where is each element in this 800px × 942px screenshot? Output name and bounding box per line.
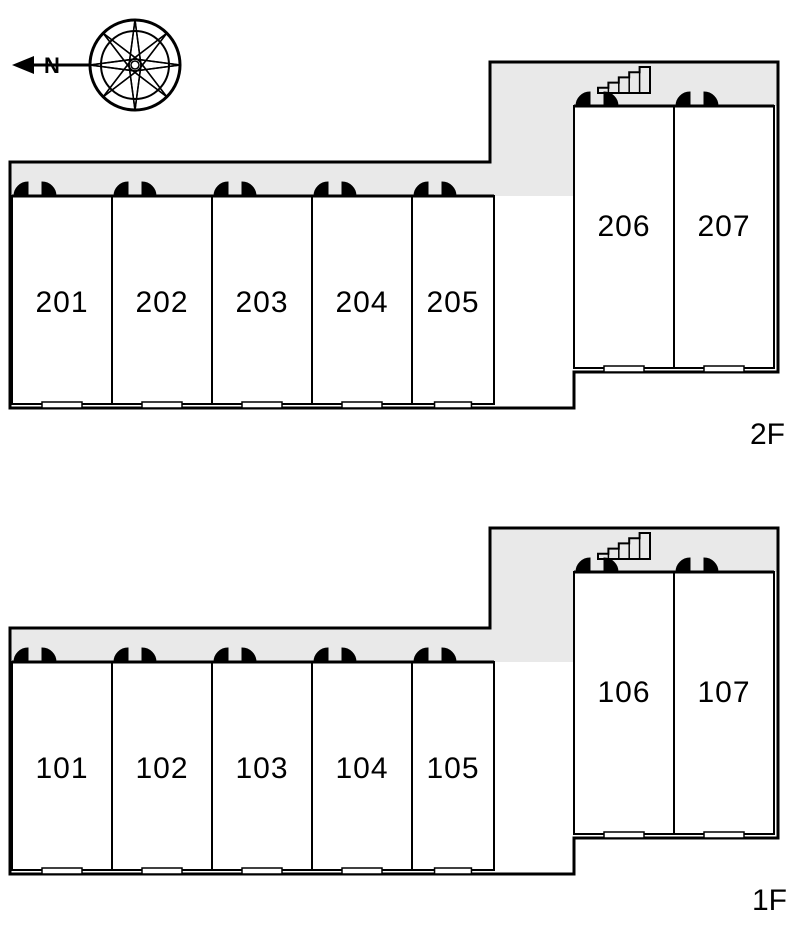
room-label: 106 (597, 676, 650, 709)
room-label: 202 (135, 286, 188, 319)
window-icon (42, 868, 82, 874)
room-105: 105 (412, 648, 494, 874)
window-icon (435, 402, 472, 408)
room-202: 202 (112, 182, 212, 408)
room-201: 201 (12, 182, 112, 408)
room-label: 205 (426, 286, 479, 319)
room-106: 106 (574, 558, 674, 838)
room-label: 203 (235, 286, 288, 319)
room-206: 206 (574, 92, 674, 372)
window-icon (242, 868, 282, 874)
room-204: 204 (312, 182, 412, 408)
window-icon (704, 832, 744, 838)
room-label: 204 (335, 286, 388, 319)
room-label: 104 (335, 752, 388, 785)
window-icon (342, 402, 382, 408)
room-107: 107 (674, 558, 774, 838)
room-label: 103 (235, 752, 288, 785)
room-104: 104 (312, 648, 412, 874)
window-icon (435, 868, 472, 874)
floorplan-svg: N2012022032042052062072F1011021031041051… (0, 0, 800, 942)
room-203: 203 (212, 182, 312, 408)
window-icon (704, 366, 744, 372)
floor-1F: 101 102 103 104 105 106 107 1F (10, 528, 787, 917)
room-102: 102 (112, 648, 212, 874)
window-icon (42, 402, 82, 408)
room-label: 206 (597, 210, 650, 243)
floor-2F: 201 202 203 204 205 206 207 2F (10, 62, 785, 451)
room-205: 205 (412, 182, 494, 408)
window-icon (342, 868, 382, 874)
room-label: 107 (697, 676, 750, 709)
room-label: 201 (35, 286, 88, 319)
compass-n-label: N (44, 53, 60, 78)
floor-label: 1F (752, 884, 787, 917)
room-label: 105 (426, 752, 479, 785)
window-icon (142, 868, 182, 874)
room-101: 101 (12, 648, 112, 874)
room-103: 103 (212, 648, 312, 874)
window-icon (604, 366, 644, 372)
room-label: 101 (35, 752, 88, 785)
window-icon (604, 832, 644, 838)
room-label: 207 (697, 210, 750, 243)
window-icon (242, 402, 282, 408)
room-label: 102 (135, 752, 188, 785)
room-207: 207 (674, 92, 774, 372)
compass-icon: N (12, 20, 180, 110)
floor-label: 2F (750, 418, 785, 451)
window-icon (142, 402, 182, 408)
